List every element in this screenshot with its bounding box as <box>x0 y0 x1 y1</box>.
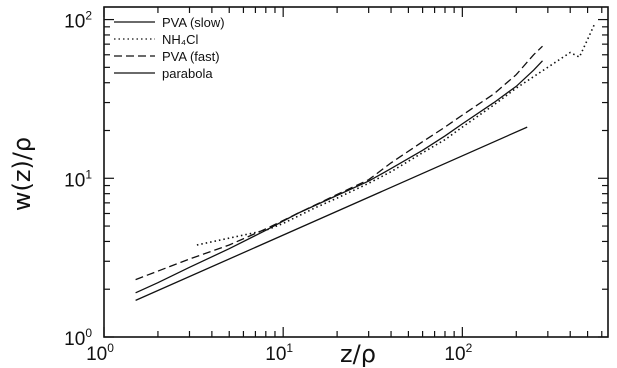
legend-label-1: PVA (slow) <box>162 15 225 30</box>
series-line-4 <box>135 126 528 301</box>
series-layer <box>135 22 596 301</box>
x-axis-label: z/ρ <box>340 340 376 368</box>
y-axis-label: w(z)/ρ <box>8 137 36 211</box>
legend: PVA (slow) NH₄Cl PVA (fast) parabola <box>114 15 225 81</box>
plot-frame <box>103 6 609 338</box>
y-tick-label: 101 <box>64 167 92 191</box>
legend-label-3: PVA (fast) <box>162 49 220 64</box>
y-tick-label: 102 <box>64 9 92 33</box>
x-tick-label: 102 <box>444 341 472 365</box>
x-tick-label: 100 <box>86 341 114 365</box>
axis-ticks: 100 101 102 100 101 102 <box>64 7 608 365</box>
series-line-2 <box>196 22 596 246</box>
legend-label-4: parabola <box>162 66 213 81</box>
legend-label-2: NH₄Cl <box>162 32 198 47</box>
series-line-3 <box>135 45 543 281</box>
y-tick-label: 100 <box>64 326 92 350</box>
series-line-1 <box>135 60 543 294</box>
x-tick-label: 101 <box>265 341 293 365</box>
